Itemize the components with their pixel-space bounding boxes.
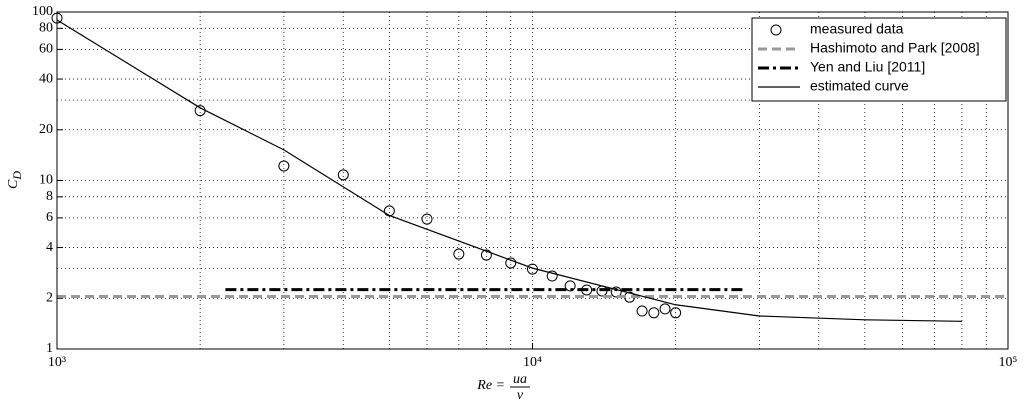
x-tick-label: 10⁵ xyxy=(999,355,1018,370)
data-point xyxy=(659,303,671,315)
y-tick-label: 6 xyxy=(46,210,53,225)
legend: measured data Hashimoto and Park [2008] Ye… xyxy=(751,17,1007,102)
x-label-denominator: ν xyxy=(517,388,524,403)
data-point xyxy=(421,213,433,225)
legend-marker xyxy=(770,24,782,36)
x-axis-label: Re = ua ν xyxy=(476,372,530,403)
data-point xyxy=(564,280,576,292)
data-point xyxy=(480,249,492,261)
x-label-main: Re = xyxy=(476,378,505,393)
y-axis-label: CD xyxy=(6,171,24,189)
y-label-main: C xyxy=(6,179,21,189)
y-tick-label: 60 xyxy=(39,42,53,57)
y-tick-label: 80 xyxy=(39,21,53,36)
y-tick-label: 4 xyxy=(46,240,53,255)
data-point xyxy=(278,160,290,172)
data-point xyxy=(546,270,558,282)
y-tick-label: 100 xyxy=(32,4,53,19)
series-line xyxy=(56,19,962,322)
legend-label: measured data xyxy=(810,21,904,37)
legend-label: Yen and Liu [2011] xyxy=(810,59,925,75)
y-tick-label: 1 xyxy=(46,341,53,356)
x-tick-label: 10⁴ xyxy=(523,355,542,370)
y-label-sub: D xyxy=(10,171,24,181)
plot xyxy=(51,12,1008,322)
data-point xyxy=(636,305,648,317)
data-point xyxy=(453,248,465,260)
legend-label: Hashimoto and Park [2008] xyxy=(810,40,980,56)
x-label-numerator: ua xyxy=(513,372,527,387)
y-tick-label: 2 xyxy=(46,290,53,305)
data-point xyxy=(670,307,682,319)
data-point xyxy=(505,257,517,269)
data-point xyxy=(337,169,349,181)
x-tick-label: 10³ xyxy=(48,355,66,370)
grid xyxy=(56,11,1009,350)
y-tick-label: 10 xyxy=(39,173,53,188)
y-tick-label: 8 xyxy=(46,189,53,204)
y-tick-label: 40 xyxy=(39,71,53,86)
legend-label: estimated curve xyxy=(810,78,909,94)
plot-frame xyxy=(56,11,1009,350)
y-tick-label: 20 xyxy=(39,122,53,137)
data-point xyxy=(610,286,622,298)
data-point xyxy=(648,307,660,319)
